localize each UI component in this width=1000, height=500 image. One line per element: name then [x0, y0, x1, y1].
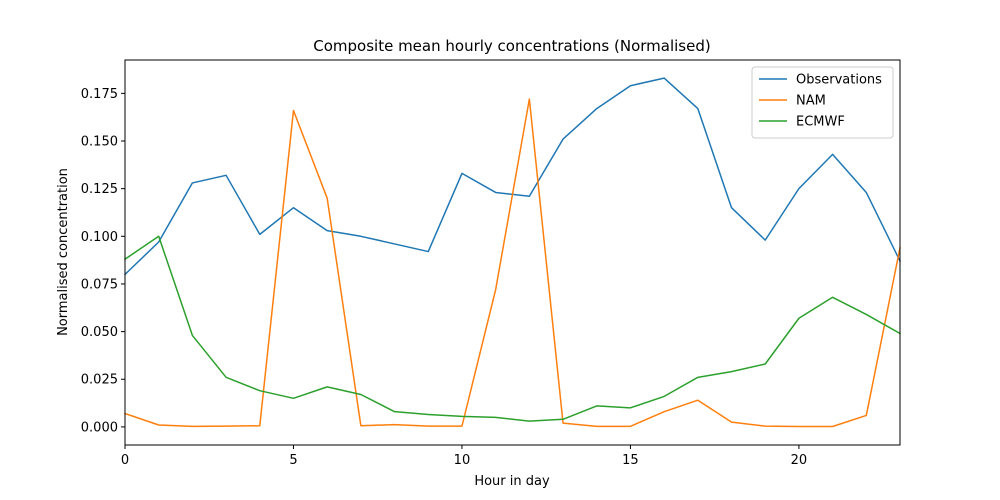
y-axis-label: Normalised concentration [56, 168, 71, 336]
y-tick-label: 0.150 [81, 135, 118, 150]
legend-label-nam: NAM [796, 94, 826, 109]
legend-label-observations: Observations [796, 73, 882, 88]
y-tick-label: 0.000 [81, 420, 118, 435]
plot-frame [124, 59, 901, 446]
series-line-ecmwf [123, 235, 902, 422]
x-tick-label: 10 [454, 453, 471, 468]
y-tick-label: 0.125 [81, 182, 118, 197]
y-tick-label: 0.075 [81, 277, 118, 292]
legend-label-ecmwf: ECMWF [796, 115, 845, 130]
chart-title: Composite mean hourly concentrations (No… [313, 37, 710, 55]
x-tick-label: 15 [622, 453, 639, 468]
plot-area [123, 77, 902, 428]
legend: Observations NAM ECMWF [751, 66, 894, 139]
y-tick-label: 0.025 [81, 373, 118, 388]
x-axis-label: Hour in day [474, 474, 550, 489]
y-axis: 0.000 0.025 0.050 0.075 0.100 0.125 0.150 0.175 [81, 87, 125, 435]
x-axis: 0 5 10 15 20 [121, 445, 807, 468]
series-line-nam [124, 98, 901, 428]
x-tick-label: 0 [121, 453, 129, 468]
legend-box [751, 66, 894, 139]
y-tick-label: 0.050 [81, 325, 118, 340]
y-tick-label: 0.175 [81, 87, 118, 102]
y-tick-label: 0.100 [81, 230, 118, 245]
x-tick-label: 20 [791, 453, 808, 468]
x-tick-label: 5 [289, 453, 297, 468]
